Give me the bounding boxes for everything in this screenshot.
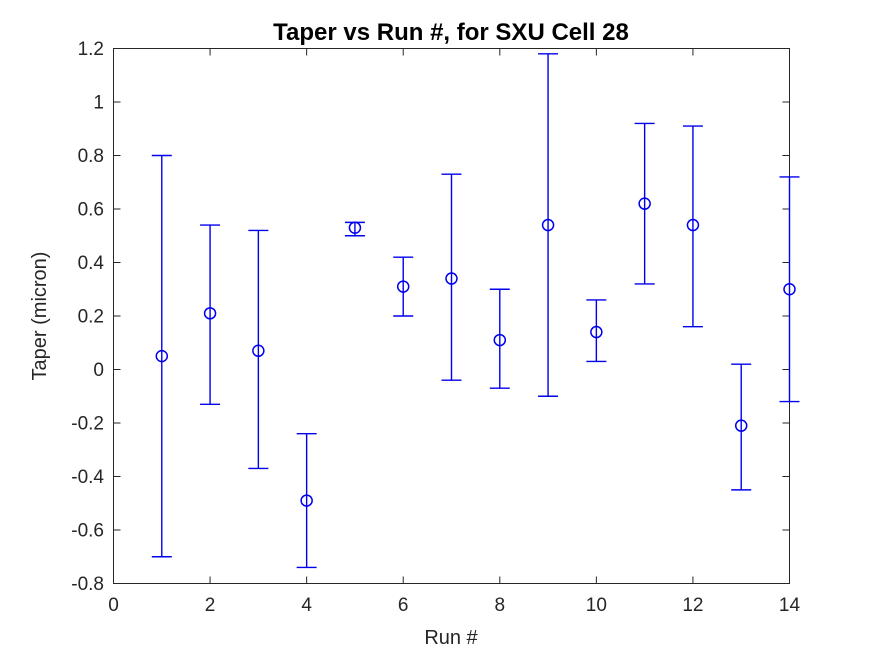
data-marker xyxy=(445,272,458,285)
x-tick-label: 4 xyxy=(301,595,312,616)
errorbar-point xyxy=(489,288,510,389)
data-marker xyxy=(396,280,410,293)
data-marker xyxy=(686,218,700,232)
data-marker xyxy=(783,283,796,296)
y-tick-label: 0.2 xyxy=(78,307,104,328)
errorbar-series xyxy=(151,53,800,569)
errorbar-point xyxy=(151,154,172,558)
y-tick-label: 0.8 xyxy=(78,146,104,167)
y-tick-label: -0.2 xyxy=(71,414,104,435)
data-marker xyxy=(590,325,603,339)
x-tick-label: 2 xyxy=(205,595,216,616)
y-tick-label: 0 xyxy=(93,360,104,381)
y-tick-label: 0.4 xyxy=(78,253,105,274)
data-marker xyxy=(155,349,169,363)
errorbar-point xyxy=(779,176,800,403)
data-marker xyxy=(348,221,362,234)
y-axis-label: Taper (micron) xyxy=(29,252,51,381)
y-tick-label: 1.2 xyxy=(78,39,104,60)
y-tick-label: 0.6 xyxy=(78,200,104,221)
x-axis-label: Run # xyxy=(424,627,478,649)
errorbar-point xyxy=(586,299,607,363)
data-marker xyxy=(300,494,313,507)
y-tick-label: 1 xyxy=(93,93,104,114)
data-marker xyxy=(734,419,748,432)
data-marker xyxy=(252,344,265,358)
errorbar-point xyxy=(296,433,317,569)
y-tick-label: -0.8 xyxy=(71,574,104,595)
chart-title: Taper vs Run #, for SXU Cell 28 xyxy=(273,19,629,46)
x-tick-label: 10 xyxy=(586,595,607,616)
errorbar-point xyxy=(441,173,462,381)
data-marker xyxy=(203,307,217,320)
x-tick-label: 0 xyxy=(108,595,119,616)
errorbar-point xyxy=(200,224,221,405)
x-tick-label: 12 xyxy=(682,595,703,616)
errorbar-point xyxy=(538,53,559,397)
axes-layer: 0 2 4 6 8 10 12 14 -0.8 -0.6 -0.4 -0.2 0 0.2 0.4 0.6 0.8… xyxy=(71,39,800,616)
y-tick-label: -0.4 xyxy=(71,467,104,488)
errorbar-point xyxy=(344,221,365,237)
errorbar-point xyxy=(248,229,269,470)
data-marker xyxy=(638,197,651,210)
x-tick-label: 6 xyxy=(398,595,409,616)
errorbar-point xyxy=(682,125,703,328)
errorbar-point xyxy=(393,256,414,317)
x-tick-label: 8 xyxy=(494,595,505,616)
x-tick-label: 14 xyxy=(779,595,801,616)
errorbar-point xyxy=(634,122,655,285)
data-marker xyxy=(541,218,555,232)
data-marker xyxy=(493,333,507,347)
errorbar-point xyxy=(731,363,752,491)
y-tick-label: -0.6 xyxy=(71,521,104,542)
